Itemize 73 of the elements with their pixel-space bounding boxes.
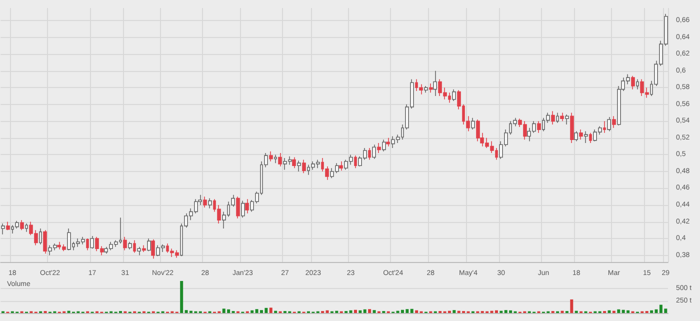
candlestick xyxy=(245,198,249,214)
candlestick xyxy=(589,132,592,144)
candlestick xyxy=(203,196,207,208)
candlestick xyxy=(565,114,569,125)
bar xyxy=(349,310,352,313)
candlestick xyxy=(241,200,245,218)
candlestick xyxy=(278,152,282,167)
candlestick xyxy=(43,230,47,254)
bar xyxy=(617,309,620,313)
candlestick xyxy=(133,240,136,254)
bar xyxy=(363,309,366,313)
candlestick xyxy=(607,116,611,132)
candlestick xyxy=(537,120,541,134)
candlestick xyxy=(386,138,390,147)
bar xyxy=(494,310,498,313)
candlestick xyxy=(560,112,564,122)
candlestick xyxy=(147,238,151,252)
candlestick xyxy=(424,86,428,94)
candlestick xyxy=(208,198,212,209)
candlestick xyxy=(377,142,381,154)
bar xyxy=(354,310,357,313)
bar xyxy=(358,310,362,313)
candlestick xyxy=(603,120,606,134)
candlestick xyxy=(354,155,357,169)
candlestick xyxy=(382,139,386,152)
candlestick xyxy=(368,148,371,160)
candlestick xyxy=(292,156,296,169)
bar xyxy=(269,308,272,313)
candlestick xyxy=(86,238,89,251)
candlestick xyxy=(433,70,437,96)
candlestick xyxy=(631,76,635,90)
bar xyxy=(650,310,654,313)
candlestick xyxy=(20,220,24,231)
candlestick xyxy=(1,223,5,235)
candlestick xyxy=(25,223,28,232)
candlestick xyxy=(137,246,141,256)
candlestick xyxy=(419,84,423,95)
candlestick xyxy=(612,116,616,128)
candlestick xyxy=(123,236,127,251)
bar xyxy=(410,308,414,313)
candlestick xyxy=(6,221,10,231)
candlestick xyxy=(151,238,155,260)
candlestick xyxy=(302,159,306,174)
bar xyxy=(415,310,418,313)
candlestick xyxy=(297,160,301,172)
bar xyxy=(608,310,611,313)
candlestick xyxy=(452,88,456,102)
bar xyxy=(326,310,329,313)
candlestick xyxy=(574,130,578,142)
candlestick xyxy=(128,241,132,250)
bar xyxy=(452,310,456,313)
candlestick xyxy=(551,110,555,125)
bar xyxy=(368,309,372,313)
candlestick xyxy=(570,112,574,144)
candlestick xyxy=(67,228,71,251)
candlestick xyxy=(636,78,639,90)
candlestick xyxy=(269,150,273,162)
candlestick xyxy=(39,228,42,245)
bar xyxy=(250,310,254,313)
candlestick xyxy=(90,236,94,249)
candlestick xyxy=(372,144,376,160)
candlestick xyxy=(274,154,277,164)
bar xyxy=(372,310,376,313)
candlestick xyxy=(579,129,583,140)
candlestick xyxy=(429,83,433,94)
candlestick xyxy=(236,196,240,219)
candlestick xyxy=(471,117,475,130)
bar xyxy=(180,280,184,313)
candlestick xyxy=(556,112,559,124)
candlestick xyxy=(142,244,146,252)
bar xyxy=(570,299,574,313)
candlestick xyxy=(584,130,588,144)
candlestick xyxy=(339,161,343,172)
